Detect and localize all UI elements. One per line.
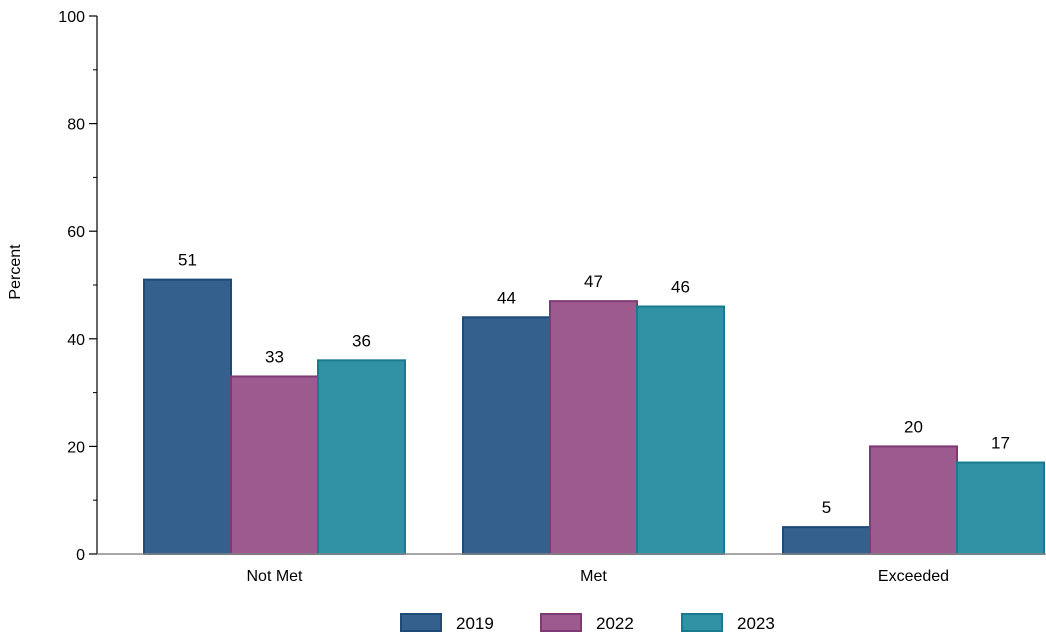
bar-2019-exceeded <box>782 526 871 555</box>
y-tick-label: 80 <box>67 117 85 134</box>
y-tick-label: 100 <box>58 9 85 26</box>
x-tick-label: Not Met <box>246 568 303 585</box>
legend-label: 2023 <box>737 614 775 633</box>
legend-swatch <box>540 613 582 632</box>
data-label: 51 <box>178 251 197 270</box>
x-tick-label: Exceeded <box>878 568 949 585</box>
bar-2019-not-met <box>143 278 232 555</box>
data-label: 46 <box>671 278 690 297</box>
y-axis: 0 20 40 60 80 100 <box>58 9 98 564</box>
data-label: 5 <box>822 498 831 517</box>
x-tick-label: Met <box>580 568 607 585</box>
bar-2023-met <box>636 305 725 555</box>
bars: 51 44 5 33 47 20 36 46 17 <box>143 251 1045 556</box>
x-axis: Not Met Met Exceeded <box>97 553 1046 585</box>
bar-2022-exceeded <box>869 445 958 555</box>
data-label: 20 <box>904 417 923 436</box>
bar-2023-exceeded <box>956 461 1045 556</box>
y-tick-label: 0 <box>76 547 85 564</box>
legend-label: 2019 <box>456 614 494 633</box>
y-tick-label: 20 <box>67 439 85 456</box>
bar-2022-met <box>549 300 638 556</box>
data-label: 36 <box>352 331 371 350</box>
bar-2022-not-met <box>230 375 319 555</box>
data-label: 47 <box>584 272 603 291</box>
bar-2019-met <box>462 316 551 555</box>
data-label: 17 <box>991 434 1010 453</box>
y-tick-label: 40 <box>67 332 85 349</box>
legend: 2019 2022 2023 <box>400 613 775 633</box>
y-tick-label: 60 <box>67 224 85 241</box>
legend-label: 2022 <box>596 614 634 633</box>
data-label: 33 <box>265 347 284 366</box>
bar-2023-not-met <box>317 359 406 555</box>
data-label: 44 <box>497 288 516 307</box>
y-axis-label: Percent <box>7 244 24 300</box>
legend-swatch <box>400 613 442 632</box>
legend-swatch <box>681 613 723 632</box>
